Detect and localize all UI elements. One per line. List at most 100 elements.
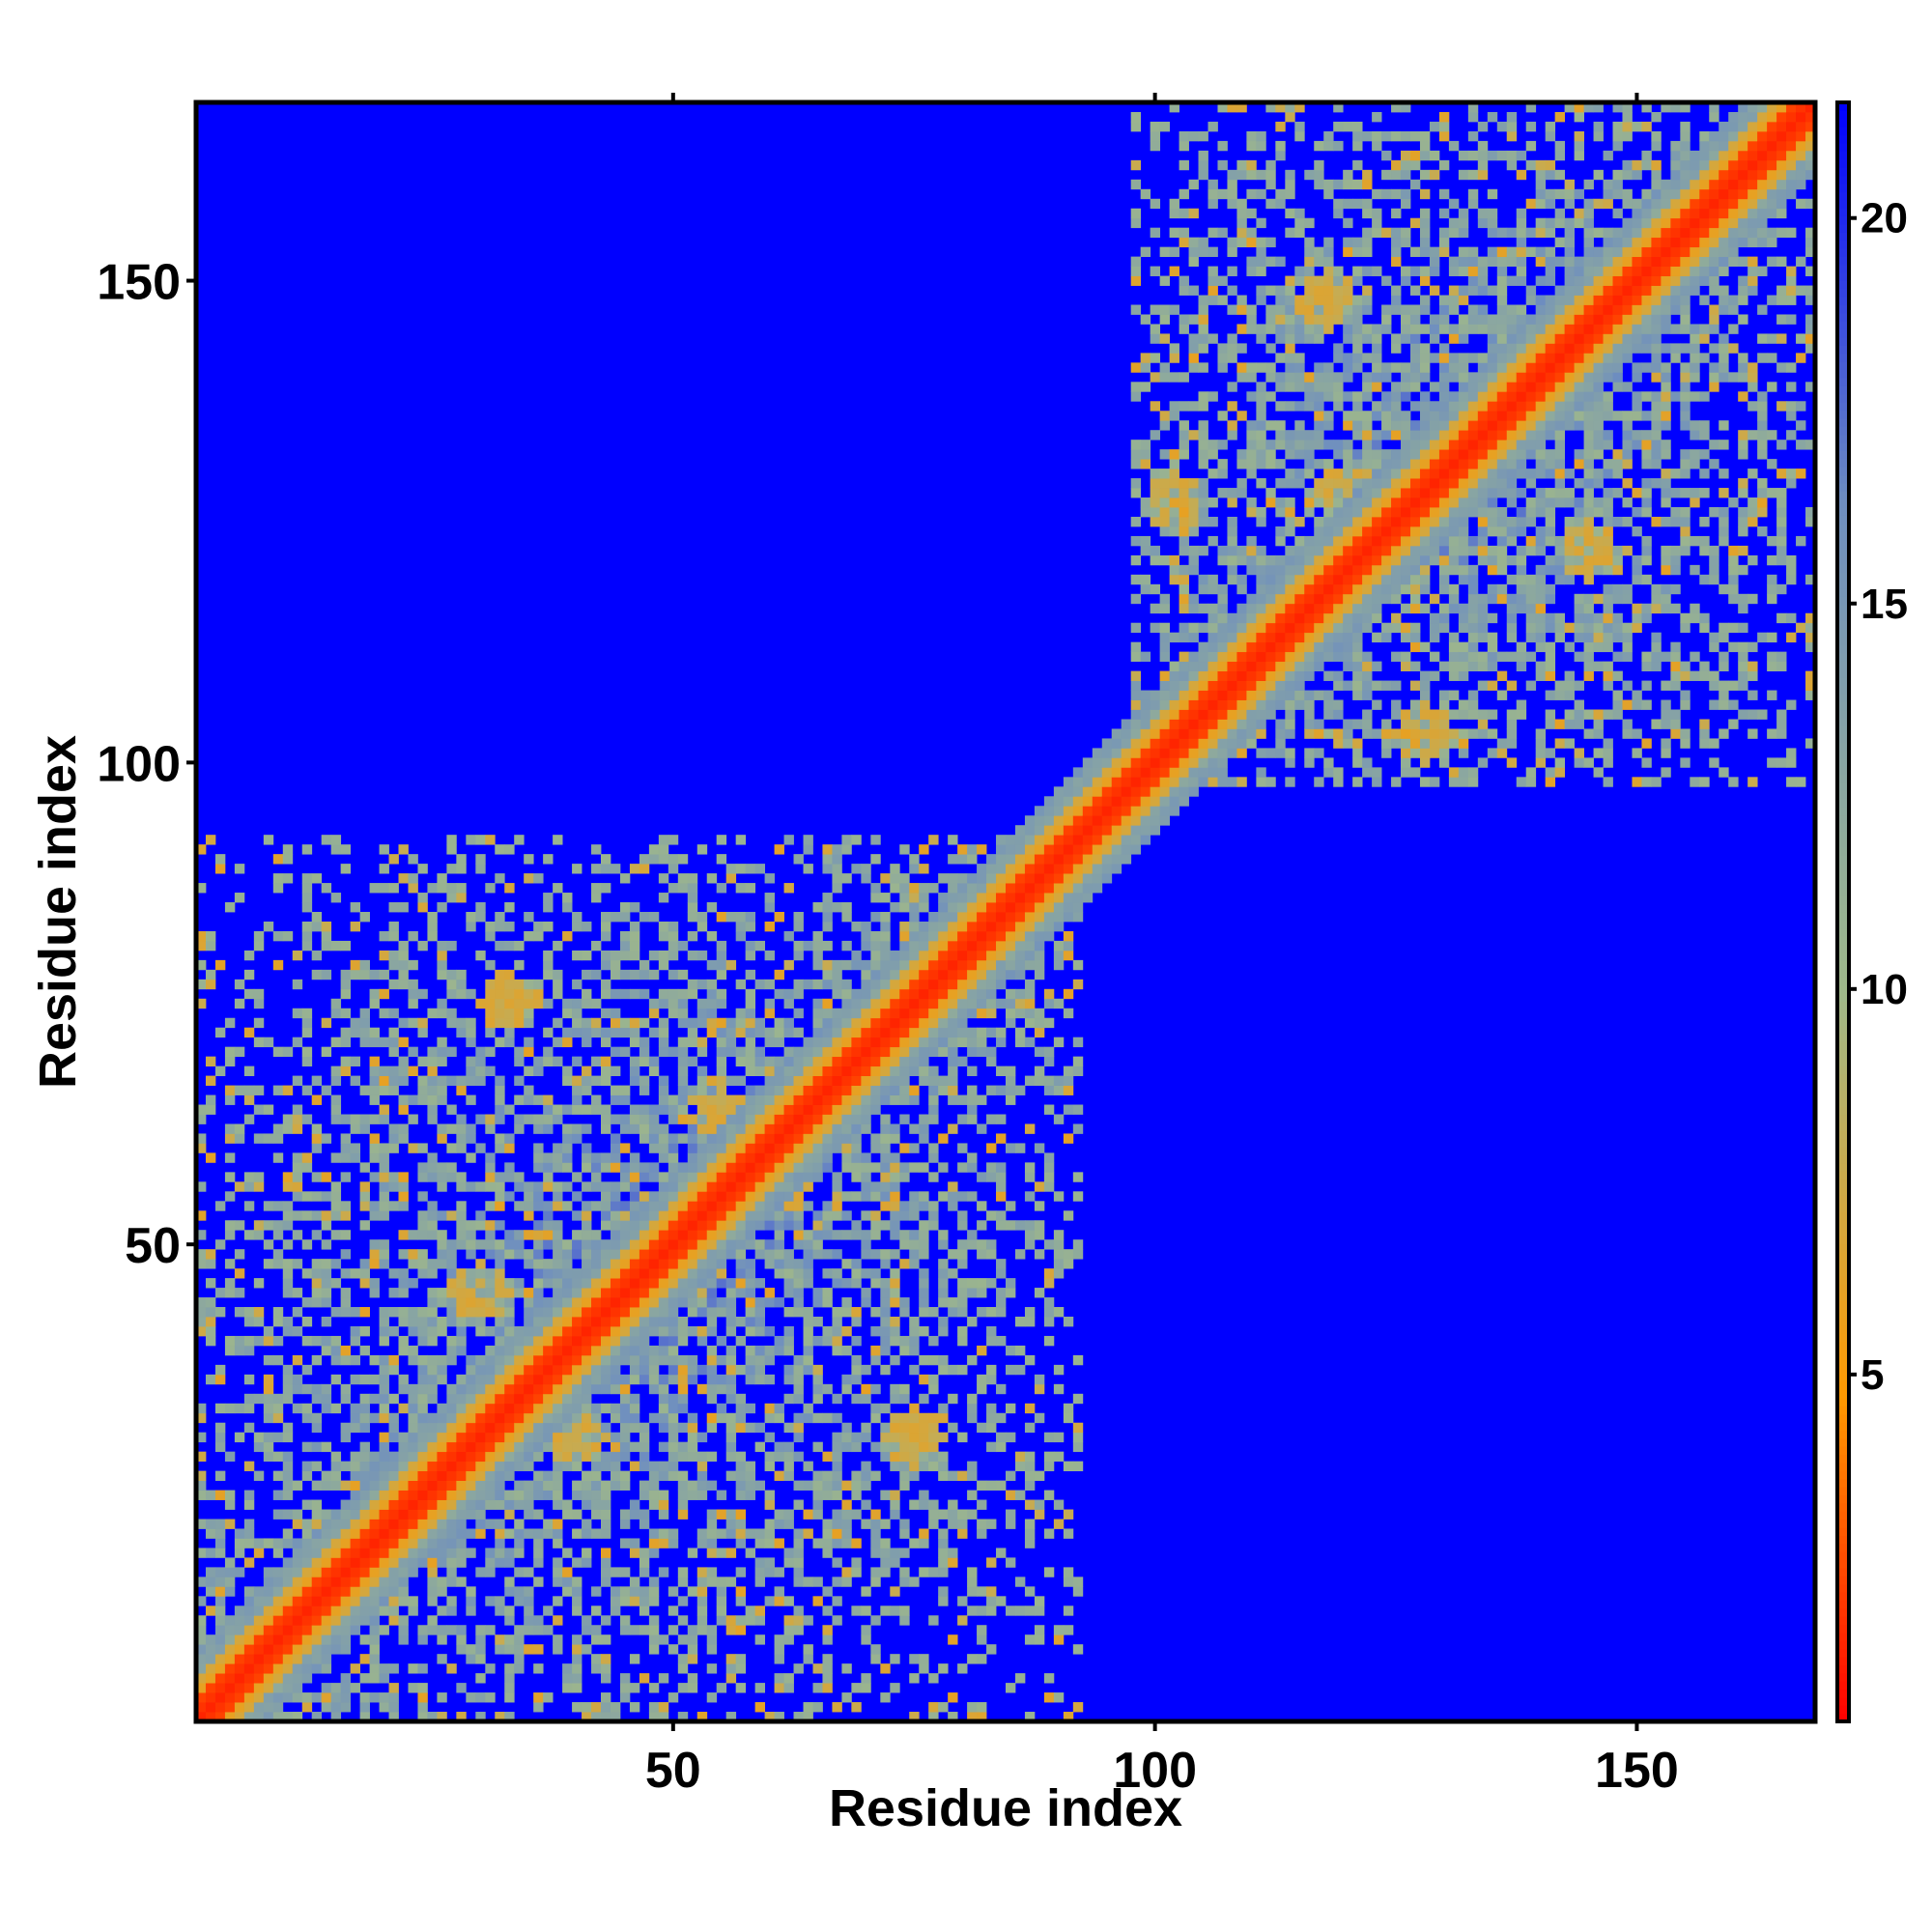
heatmap-cell — [504, 1499, 515, 1510]
heatmap-cell — [832, 1441, 842, 1453]
heatmap-cell — [754, 1085, 765, 1095]
heatmap-cell — [986, 864, 997, 874]
heatmap-cell — [243, 1538, 255, 1548]
heatmap-cell — [582, 1557, 592, 1568]
heatmap-cell — [716, 1017, 727, 1029]
heatmap-cell — [677, 1335, 689, 1347]
heatmap-cell — [658, 1528, 669, 1539]
heatmap-cell — [861, 921, 871, 932]
heatmap-cell — [1159, 641, 1170, 653]
heatmap-cell — [774, 1412, 784, 1424]
heatmap-cell — [263, 1538, 274, 1548]
heatmap-cell — [272, 1432, 284, 1443]
heatmap-cell — [572, 1702, 582, 1713]
heatmap-cell — [774, 1567, 784, 1577]
heatmap-cell — [437, 1557, 447, 1568]
heatmap-cell — [764, 1403, 775, 1414]
heatmap-cell — [725, 1191, 737, 1202]
heatmap-cell — [514, 1644, 525, 1655]
heatmap-cell — [572, 1345, 582, 1356]
heatmap-cell — [205, 1094, 216, 1105]
heatmap-cell — [899, 1432, 910, 1443]
heatmap-cell — [282, 1663, 294, 1674]
heatmap-cell — [610, 1586, 621, 1597]
heatmap-cell — [601, 1354, 611, 1366]
heatmap-cell — [514, 1625, 525, 1635]
heatmap-cell — [234, 1268, 245, 1279]
heatmap-cell — [379, 1605, 389, 1616]
heatmap-cell — [832, 1538, 842, 1548]
heatmap-cell — [1159, 757, 1170, 768]
heatmap-cell — [272, 1683, 284, 1693]
heatmap-cell — [610, 912, 621, 923]
heatmap-cell — [957, 1114, 968, 1124]
heatmap-cell — [475, 1654, 486, 1664]
heatmap-cell — [456, 1374, 467, 1385]
heatmap-cell — [967, 998, 978, 1009]
heatmap-cell — [292, 1692, 303, 1703]
heatmap-cell — [591, 1403, 602, 1414]
heatmap-cell — [764, 1567, 775, 1577]
heatmap-cell — [601, 1432, 611, 1443]
heatmap-cell — [340, 988, 352, 1000]
heatmap-cell — [485, 1288, 496, 1298]
heatmap-cell — [514, 1239, 525, 1250]
heatmap-cell — [1072, 806, 1084, 816]
heatmap-cell — [311, 1461, 323, 1472]
heatmap-cell — [754, 1422, 765, 1434]
heatmap-cell — [1159, 275, 1170, 286]
heatmap-cell — [677, 988, 689, 1000]
heatmap-cell — [841, 1075, 852, 1086]
heatmap-cell — [446, 1422, 457, 1434]
heatmap-cell — [340, 1586, 352, 1597]
heatmap-cell — [1121, 777, 1132, 787]
heatmap-cell — [861, 1393, 871, 1405]
heatmap-cell — [735, 1181, 747, 1192]
heatmap-cell — [1130, 535, 1142, 547]
heatmap-cell — [996, 1548, 1007, 1558]
heatmap-cell — [495, 940, 505, 952]
heatmap-cell — [243, 1712, 255, 1722]
heatmap-cell — [572, 912, 582, 923]
heatmap-cell — [851, 921, 862, 932]
heatmap-cell — [783, 1374, 794, 1385]
heatmap-cell — [591, 998, 602, 1009]
heatmap-cell — [359, 912, 370, 923]
heatmap-cell — [725, 1519, 737, 1529]
heatmap-cell — [253, 1692, 265, 1703]
heatmap-cell — [330, 1181, 342, 1192]
heatmap-cell — [735, 1220, 747, 1231]
heatmap-cell — [562, 1567, 573, 1577]
heatmap-cell — [196, 883, 207, 894]
heatmap-cell — [764, 998, 775, 1009]
heatmap-cell — [398, 1278, 409, 1289]
heatmap-cell — [417, 1364, 428, 1376]
heatmap-cell — [359, 1596, 370, 1606]
heatmap-cell — [485, 1557, 496, 1568]
heatmap-cell — [214, 1577, 226, 1587]
heatmap-cell — [553, 1383, 563, 1395]
heatmap-cell — [196, 1615, 207, 1626]
heatmap-cell — [243, 1345, 255, 1356]
heatmap-cell — [582, 1037, 592, 1048]
heatmap-cell — [485, 979, 496, 990]
heatmap-cell — [543, 921, 554, 932]
heatmap-cell — [706, 1114, 718, 1124]
heatmap-cell — [196, 1625, 207, 1635]
heatmap-cell — [369, 998, 380, 1009]
heatmap-cell — [495, 1605, 505, 1616]
heatmap-cell — [919, 1191, 929, 1202]
heatmap-cell — [514, 1403, 525, 1414]
heatmap-cell — [668, 1586, 679, 1597]
heatmap-cell — [475, 1065, 486, 1076]
heatmap-cell — [870, 998, 881, 1009]
heatmap-cell — [986, 1519, 997, 1529]
heatmap-cell — [745, 1528, 756, 1539]
heatmap-cell — [446, 1451, 457, 1463]
heatmap-cell — [417, 1702, 428, 1713]
heatmap-cell — [330, 1354, 342, 1366]
heatmap-cell — [822, 1325, 833, 1337]
heatmap-cell — [841, 1008, 852, 1019]
heatmap-cell — [745, 998, 756, 1009]
heatmap-cell — [437, 1441, 447, 1453]
